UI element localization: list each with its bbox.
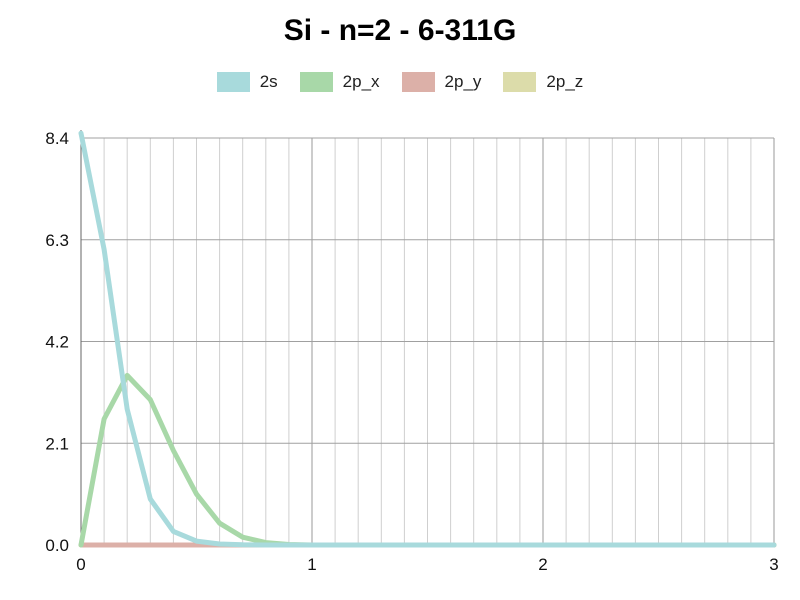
y-tick-label: 6.3	[45, 231, 69, 250]
chart-title: Si - n=2 - 6-311G	[283, 14, 517, 47]
x-tick-label: 2	[538, 555, 547, 574]
legend-item-2p-y[interactable]: 2p_y	[401, 72, 482, 92]
x-tick-label: 0	[76, 555, 85, 574]
legend-swatch-2p-z	[503, 72, 537, 92]
legend-label: 2s	[259, 72, 278, 91]
legend-item-2s[interactable]: 2s	[216, 72, 278, 92]
x-tick-label: 3	[769, 555, 778, 574]
legend-swatch-2p-x	[299, 72, 333, 92]
x-tick-label: 1	[307, 555, 316, 574]
legend-swatch-2s	[216, 72, 250, 92]
legend-label: 2p_x	[342, 72, 380, 91]
legend-item-2p-x[interactable]: 2p_x	[299, 72, 380, 92]
y-tick-label: 8.4	[45, 129, 69, 148]
y-tick-label: 4.2	[45, 333, 69, 352]
legend-label: 2p_y	[444, 72, 482, 91]
legend-swatch-2p-y	[401, 72, 435, 92]
y-tick-label: 2.1	[45, 434, 69, 453]
legend-item-2p-z[interactable]: 2p_z	[503, 72, 583, 92]
y-tick-label: 0.0	[45, 536, 69, 555]
series-line-2s	[78, 130, 777, 548]
chart-legend: 2s 2p_x 2p_y 2p_z	[0, 72, 800, 92]
legend-label: 2p_z	[546, 72, 584, 91]
